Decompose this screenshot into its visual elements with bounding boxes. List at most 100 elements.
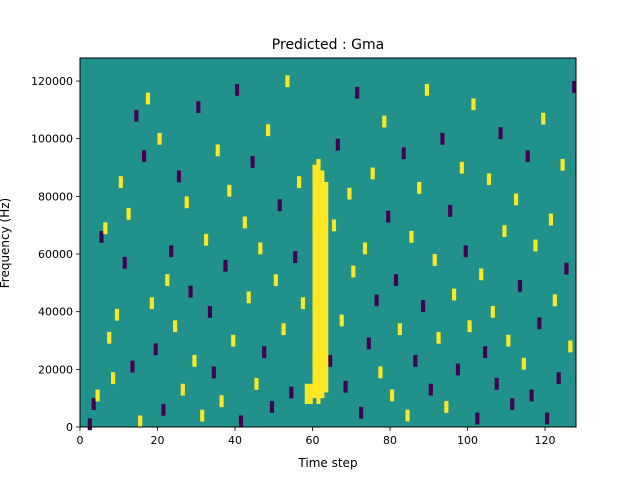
heatmap-cell	[374, 294, 379, 307]
heatmap-cell	[223, 259, 228, 272]
heatmap-cell	[409, 230, 414, 243]
heatmap-cell	[173, 320, 178, 333]
heatmap-cell	[157, 132, 162, 145]
heatmap-cell	[506, 334, 511, 347]
heatmap-cell	[277, 199, 282, 212]
heatmap-cell	[467, 320, 472, 333]
heatmap-cell	[204, 233, 209, 246]
heatmap-cell	[215, 144, 220, 157]
heatmap-cell	[339, 314, 344, 327]
x-tick-label: 80	[383, 434, 397, 447]
bright-band-run	[316, 158, 321, 404]
y-tick-label: 100000	[31, 133, 73, 146]
heatmap-cell	[114, 308, 120, 321]
heatmap-cell	[490, 305, 495, 318]
heatmap-cell	[285, 75, 290, 88]
heatmap-cells	[87, 75, 577, 431]
heatmap-cell	[517, 279, 523, 292]
heatmap-cell	[258, 242, 263, 255]
heatmap-cell	[421, 300, 426, 312]
y-tick-label: 20000	[38, 363, 73, 376]
y-axis-label: Frequency (Hz)	[0, 198, 12, 289]
heatmap-cell	[235, 83, 240, 96]
heatmap-cell	[413, 354, 418, 367]
heatmap-cell	[192, 354, 197, 367]
heatmap-cell	[479, 268, 484, 281]
heatmap-cell	[459, 161, 464, 174]
heatmap-cell	[428, 383, 433, 396]
heatmap-cell	[440, 132, 445, 145]
heatmap-cell	[266, 124, 271, 137]
heatmap-cell	[483, 346, 488, 359]
x-tick-label: 120	[535, 434, 556, 447]
heatmap-cell	[289, 386, 294, 399]
heatmap-cell	[401, 147, 406, 160]
heatmap-cell	[281, 323, 286, 336]
heatmap-cell	[393, 274, 399, 287]
x-tick-label: 100	[457, 434, 478, 447]
heatmap-cell	[343, 380, 348, 393]
heatmap-cell	[486, 173, 492, 186]
heatmap-cell	[300, 297, 306, 310]
x-axis-label: Time step	[297, 456, 357, 470]
heatmap-cell	[552, 294, 557, 307]
heatmap-cell	[188, 285, 193, 298]
heatmap-cell	[397, 323, 402, 336]
heatmap-cell	[475, 412, 480, 425]
heatmap-cell	[556, 372, 561, 385]
heatmap-cell	[370, 167, 375, 180]
heatmap-cell	[200, 409, 205, 422]
heatmap-cell	[351, 265, 356, 278]
x-tick-label: 40	[228, 434, 242, 447]
heatmap-cell	[560, 158, 565, 171]
heatmap-cell	[386, 210, 391, 223]
heatmap-cell	[269, 401, 275, 413]
heatmap-cell	[502, 225, 507, 238]
heatmap-cell	[107, 331, 112, 344]
heatmap-cell	[149, 297, 154, 310]
heatmap-cell	[417, 181, 422, 194]
heatmap-cell	[111, 372, 116, 385]
y-tick-label: 80000	[38, 190, 73, 203]
heatmap-cell	[254, 377, 259, 390]
heatmap-cell	[118, 176, 123, 189]
heatmap-cell	[273, 274, 278, 287]
heatmap-cell	[161, 403, 166, 416]
heatmap-cell	[126, 207, 131, 220]
heatmap-cell	[525, 150, 530, 163]
heatmap-cell	[293, 251, 298, 263]
heatmap-cell	[452, 288, 457, 301]
heatmap-cell	[533, 239, 538, 252]
heatmap-cell	[510, 398, 515, 410]
heatmap-cell	[227, 184, 232, 197]
heatmap-cell	[521, 357, 526, 370]
x-tick-label: 20	[151, 434, 165, 447]
heatmap-cell	[537, 317, 542, 330]
heatmap-cell	[572, 81, 577, 93]
heatmap-cell	[165, 274, 170, 287]
heatmap-cell	[219, 395, 224, 408]
heatmap-cell	[463, 245, 468, 258]
heatmap-cell	[91, 398, 96, 410]
heatmap-cell	[242, 216, 247, 229]
heatmap-cell	[103, 222, 108, 235]
x-axis: 0 20 40 60 80 100 120	[77, 427, 556, 447]
x-tick-label: 60	[306, 434, 320, 447]
heatmap-cell	[347, 187, 352, 200]
heatmap-cell	[545, 412, 550, 425]
bright-band-run	[320, 170, 325, 399]
bright-band	[304, 158, 329, 404]
heatmap-cell	[95, 389, 100, 402]
heatmap-cell	[548, 213, 554, 226]
heatmap-cell	[153, 343, 158, 356]
heatmap-cell	[138, 415, 143, 428]
y-tick-label: 0	[66, 421, 73, 434]
heatmap-cell	[568, 340, 573, 353]
y-tick-label: 60000	[38, 248, 73, 261]
heatmap-cell	[211, 366, 216, 379]
bright-band-run	[312, 164, 317, 399]
heatmap-cell	[366, 337, 371, 350]
chart-title: Predicted : Gma	[272, 37, 384, 53]
heatmap-cell	[238, 415, 244, 428]
